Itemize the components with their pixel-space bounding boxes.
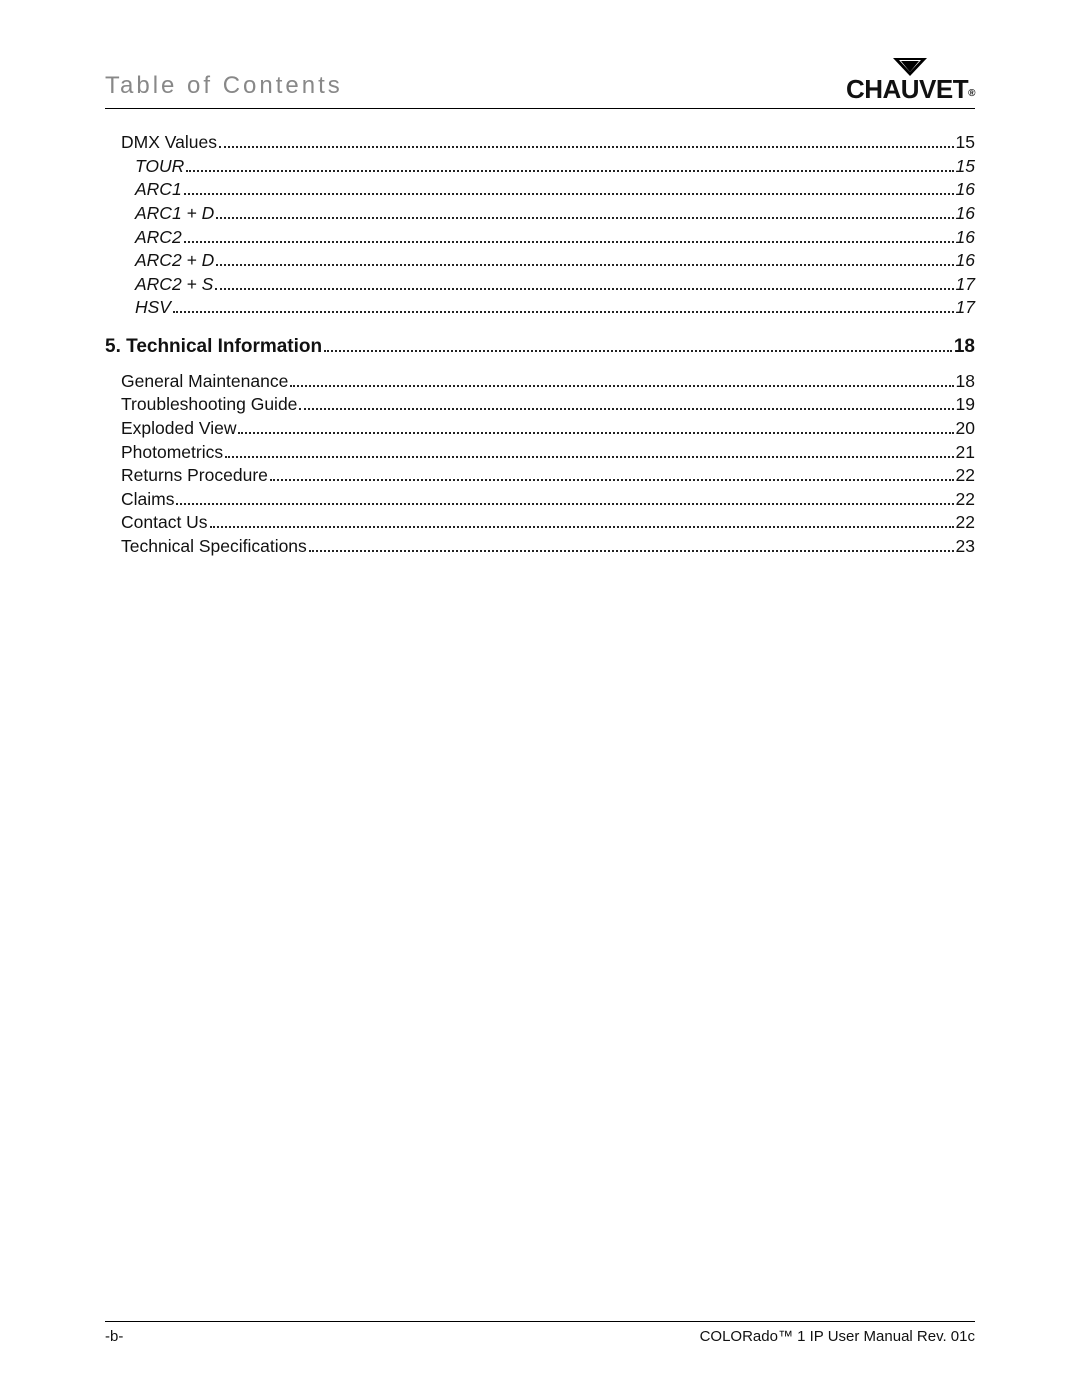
logo-registered-icon: ® [968,88,975,99]
toc-entry: ARC2 + S 17 [105,273,975,297]
toc-entry: Technical Specifications 23 [105,535,975,559]
toc-entry: Troubleshooting Guide 19 [105,393,975,417]
toc-entry-label: Troubleshooting Guide [121,393,297,417]
toc-entry-page: 23 [956,535,975,559]
toc-entry-page: 20 [956,417,975,441]
toc-leader-dots [184,227,954,243]
toc-entry-page: 16 [956,226,975,250]
toc-leader-dots [216,203,953,219]
toc-entry: TOUR 15 [105,155,975,179]
toc-entry: DMX Values 15 [105,131,975,155]
toc-entry-page: 17 [956,296,975,320]
toc-entry-page: 17 [956,273,975,297]
toc-entry: ARC2 16 [105,226,975,250]
toc-top-group: DMX Values 15 TOUR 15 ARC1 16 ARC1 + D 16 ARC2 16… [105,131,975,320]
document-page: Table of Contents CHAUVET® DMX Values15T… [0,0,1080,1397]
toc-entry-label: ARC1 [135,178,182,202]
toc-entry-label: HSV [135,296,171,320]
toc-section-group: General Maintenance18Troubleshooting Gui… [105,370,975,559]
toc-section-label: 5. Technical Information [105,334,322,360]
logo-text: CHAUVET® [846,76,975,102]
toc-entry-page: 22 [956,488,975,512]
brand-logo: CHAUVET® [846,58,975,104]
toc-entry-label: Exploded View [121,417,236,441]
toc-entry: ARC1 + D 16 [105,202,975,226]
toc-entry-label: Photometrics [121,441,223,465]
toc-entry: ARC2 + D 16 [105,249,975,273]
toc-leader-dots [216,250,953,266]
toc-leader-dots [186,156,953,172]
toc-leader-dots [184,180,954,196]
toc-leader-dots [173,298,954,314]
toc-entry-page: 18 [956,370,975,394]
toc-entry-label: Technical Specifications [121,535,307,559]
footer-page-label: -b- [105,1328,123,1345]
toc-leader-dots [215,274,953,290]
toc-entry-label: ARC2 + D [135,249,214,273]
toc-entry-label: TOUR [135,155,184,179]
toc-entry: Contact Us 22 [105,511,975,535]
logo-word: CHAUVET [846,74,968,104]
toc-leader-dots [225,442,953,458]
toc-entry: General Maintenance 18 [105,370,975,394]
toc-section-page: 18 [954,334,975,360]
toc-entry: Exploded View 20 [105,417,975,441]
toc-leader-dots [219,132,954,148]
toc-entry: Claims 22 [105,488,975,512]
toc-leader-dots [309,536,954,552]
toc-entry-label: ARC1 + D [135,202,214,226]
toc-entry: ARC1 16 [105,178,975,202]
toc-entry: HSV 17 [105,296,975,320]
toc-leader-dots [299,395,953,411]
toc-entry-label: Returns Procedure [121,464,268,488]
toc-entry-label: Contact Us [121,511,208,535]
header-title: Table of Contents [105,72,343,104]
toc-leader-dots [210,513,954,529]
toc-entry-label: DMX Values [121,131,217,155]
toc-section-header: 5. Technical Information 18 [105,334,975,360]
toc-leader-dots [270,465,954,481]
toc-entry-page: 15 [956,155,975,179]
header-rule [105,108,975,109]
toc-leader-dots [238,418,953,434]
page-header: Table of Contents CHAUVET® [105,58,975,104]
toc-entry-label: ARC2 [135,226,182,250]
toc-entry-page: 16 [956,249,975,273]
toc-entry-page: 16 [956,178,975,202]
toc-entry: Returns Procedure 22 [105,464,975,488]
page-footer: -b- COLORado™ 1 IP User Manual Rev. 01c [105,1321,975,1345]
toc-leader-dots [290,371,953,387]
toc-entry: Photometrics 21 [105,441,975,465]
footer-rule [105,1321,975,1322]
toc-entry-label: Claims [121,488,174,512]
toc-entry-page: 22 [956,511,975,535]
toc-entry-label: ARC2 + S [135,273,213,297]
toc-entry-label: General Maintenance [121,370,288,394]
footer-doc-title: COLORado™ 1 IP User Manual Rev. 01c [700,1328,975,1345]
toc-leader-dots [324,335,952,352]
toc-entry-page: 16 [956,202,975,226]
toc-leader-dots [176,489,953,505]
table-of-contents: DMX Values 15 TOUR 15 ARC1 16 ARC1 + D 16 ARC2 16… [105,131,975,559]
toc-entry-page: 19 [956,393,975,417]
toc-entry-page: 21 [956,441,975,465]
toc-entry-page: 15 [956,131,975,155]
toc-entry-page: 22 [956,464,975,488]
footer-row: -b- COLORado™ 1 IP User Manual Rev. 01c [105,1328,975,1345]
